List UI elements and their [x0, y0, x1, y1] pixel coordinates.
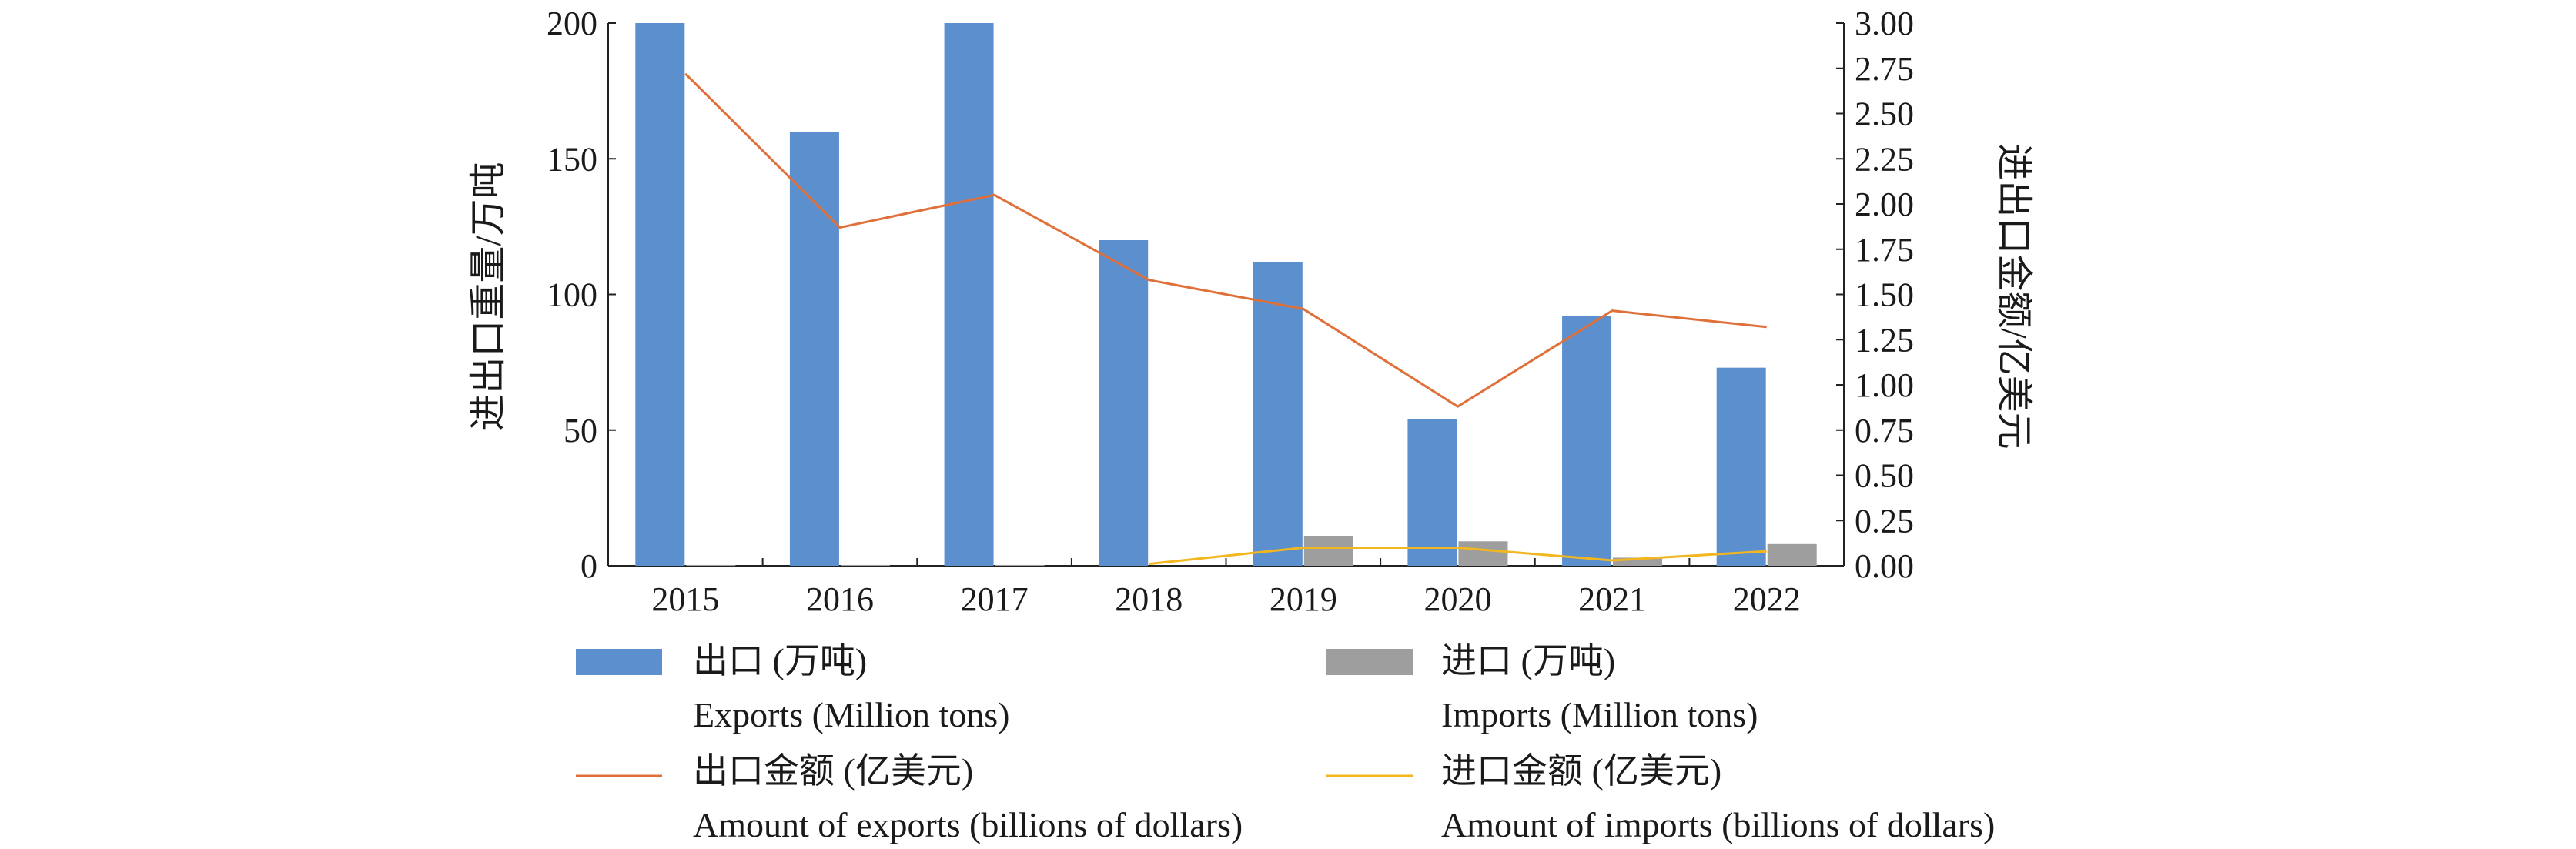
- y-left-tick-label: 100: [547, 276, 597, 314]
- bar-exports: [1562, 316, 1612, 566]
- tick-labels: 0 50 100 150 200 0.00 0.25 0.50 0.75 1.00 1.25 1.50…: [547, 5, 1914, 618]
- x-tick-label: 2021: [1578, 580, 1646, 618]
- y-left-tick-label: 0: [580, 547, 597, 585]
- y-right-tick-label: 0.75: [1855, 412, 1914, 450]
- y-right-tick-label: 0.00: [1855, 547, 1914, 585]
- y-right-tick-label: 1.00: [1855, 366, 1914, 404]
- line-export-amount: [684, 72, 1767, 408]
- legend-label-imports: 进口 (万吨): [1441, 641, 1615, 680]
- y-right-tick-label: 0.50: [1855, 457, 1914, 495]
- y-axis-right-label: 进出口金额/亿美元: [1993, 143, 2034, 449]
- bar-exports: [635, 23, 685, 566]
- legend-swatch-exports: [576, 649, 662, 675]
- y-axis-left-label: 进出口重量/万吨: [468, 162, 509, 430]
- legend-label-imports-en: Imports (Million tons): [1441, 695, 1758, 734]
- x-tick-label: 2016: [806, 580, 874, 618]
- x-tick-label: 2020: [1423, 580, 1491, 618]
- bar-exports: [1253, 262, 1303, 566]
- lines: [684, 72, 1767, 566]
- bars-exports: [635, 23, 1766, 566]
- legend-label-export-amount: 出口金额 (亿美元): [693, 751, 973, 791]
- x-tick-label: 2022: [1733, 580, 1801, 618]
- y-right-tick-label: 3.00: [1855, 5, 1914, 42]
- y-right-tick-label: 2.25: [1855, 140, 1914, 178]
- y-left-tick-label: 150: [547, 140, 597, 178]
- bars-imports: [686, 536, 1817, 566]
- y-right-tick-label: 2.50: [1855, 95, 1914, 133]
- bar-imports: [995, 564, 1045, 566]
- line-import-amount: [1149, 547, 1767, 566]
- bar-exports: [1407, 419, 1457, 566]
- legend-label-exports-en: Exports (Million tons): [693, 695, 1009, 734]
- y-right-tick-label: 1.25: [1855, 321, 1914, 359]
- y-right-tick-label: 1.50: [1855, 276, 1914, 314]
- y-right-tick-label: 2.75: [1855, 50, 1914, 88]
- bar-exports: [1716, 367, 1766, 566]
- y-left-tick-label: 200: [547, 5, 597, 42]
- y-right-tick-label: 2.00: [1855, 186, 1914, 223]
- bar-exports: [944, 23, 994, 566]
- bar-imports: [1303, 536, 1353, 566]
- x-tick-label: 2019: [1270, 580, 1337, 618]
- bar-imports: [1613, 557, 1663, 566]
- legend-item-import-amount: 进口金额 (亿美元) Amount of imports (billions o…: [1326, 751, 1995, 844]
- bar-exports: [1099, 240, 1149, 566]
- legend-label-exports: 出口 (万吨): [693, 641, 867, 680]
- legend-label-export-amount-en: Amount of exports (billions of dollars): [693, 805, 1243, 844]
- bar-imports: [840, 564, 890, 566]
- x-tick-label: 2017: [961, 580, 1029, 618]
- x-tick-label: 2015: [651, 580, 719, 618]
- y-left-tick-label: 50: [564, 412, 597, 450]
- legend: 出口 (万吨) Exports (Million tons) 进口 (万吨) I…: [576, 641, 1995, 844]
- y-right-tick-label: 1.75: [1855, 231, 1914, 269]
- bar-exports: [789, 132, 839, 566]
- legend-item-export-amount: 出口金额 (亿美元) Amount of exports (billions o…: [576, 751, 1243, 844]
- legend-swatch-imports: [1326, 649, 1413, 675]
- bar-imports: [686, 564, 736, 566]
- y-right-tick-label: 0.25: [1855, 502, 1914, 540]
- x-tick-label: 2018: [1115, 580, 1183, 618]
- bar-imports: [1458, 541, 1508, 566]
- legend-item-imports: 进口 (万吨) Imports (Million tons): [1326, 641, 1758, 734]
- legend-item-exports: 出口 (万吨) Exports (Million tons): [576, 641, 1009, 734]
- bar-imports: [1767, 543, 1817, 566]
- legend-label-import-amount-en: Amount of imports (billions of dollars): [1441, 805, 1995, 844]
- legend-label-import-amount: 进口金额 (亿美元): [1441, 751, 1721, 791]
